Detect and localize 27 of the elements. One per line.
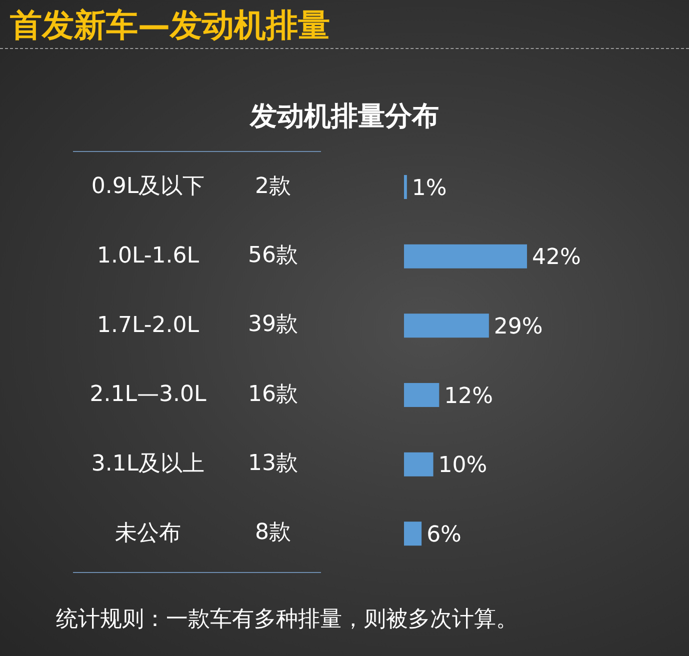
text: 13款 [248,451,298,476]
text: 56款 [248,243,298,268]
chart-subtitle: 发动机排量分布 [248,100,440,134]
text: 2款 [255,174,291,199]
bar [404,522,422,546]
data-label: 29% [494,314,543,340]
data-label: 42% [532,245,581,270]
data-label: 12% [444,384,494,409]
data-label: 6% [426,522,462,548]
text: 统计规则：一款车有多种排量，则被多次计算。 [56,606,518,634]
y-tick-label: 未公布 [115,520,181,546]
text: 8款 [255,520,291,546]
bar [404,314,489,338]
data-label: 10% [438,453,488,478]
y-tick-label: 1.0L-1.6L [96,244,200,268]
text: 39款 [248,312,298,338]
text: 16款 [248,382,298,407]
bar [404,175,407,199]
y-tick-label: 0.9L及以下 [91,174,205,200]
chart-title: 首发新车—发动机排量 [10,5,330,46]
bar [404,452,434,476]
bar [404,383,440,407]
y-tick-label: 3.1L及以上 [91,452,205,476]
data-label: 1% [412,176,447,201]
y-tick-label: 1.7L-2.0L [96,312,200,338]
y-tick-label: 2.1L—3.0L [90,382,207,408]
bar [404,244,527,268]
